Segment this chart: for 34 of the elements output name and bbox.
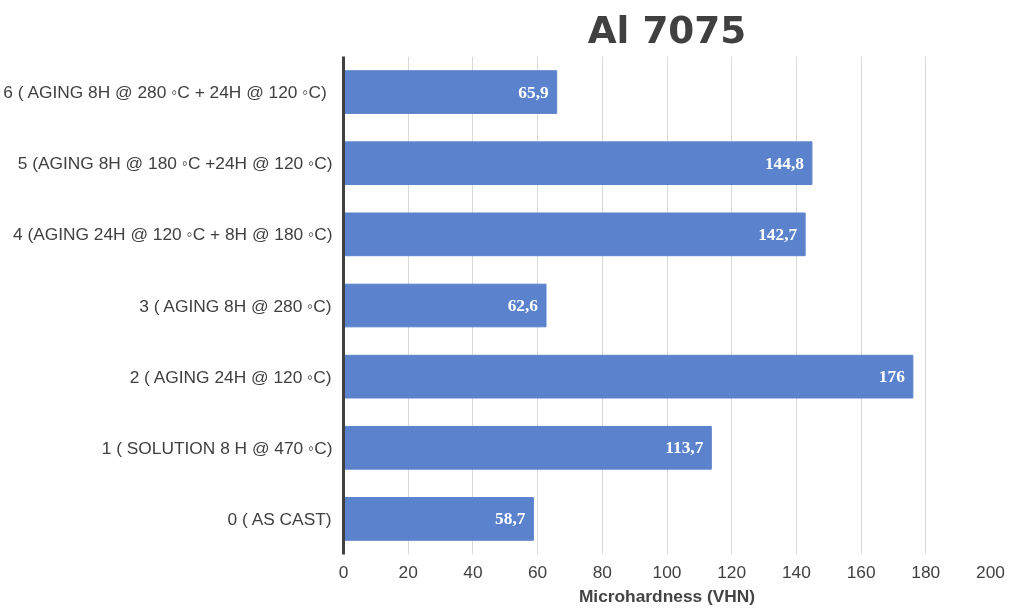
x-axis-title: Microhardness (VHN) [578, 585, 756, 606]
bar [343, 70, 558, 114]
y-tick-label: 3 ( AGING 8H @ 280 ◦C) [139, 295, 332, 316]
x-tick-label: 140 [781, 561, 811, 582]
bar [343, 425, 712, 470]
data-label: 144,8 [764, 153, 805, 173]
data-label: 62,6 [507, 296, 539, 315]
bar [343, 283, 547, 328]
x-tick-label: 60 [527, 561, 548, 582]
data-label: 142,7 [758, 224, 798, 244]
y-tick-label: 2 ( AGING 24H @ 120 ◦C) [129, 366, 332, 387]
y-tick-label: 0 ( AS CAST) [227, 508, 332, 529]
x-tick-label: 180 [911, 561, 941, 582]
bar [343, 141, 813, 186]
y-tick-label: 4 (AGING 24H @ 120 ◦C + 8H @ 180 ◦C) [12, 224, 333, 245]
y-tick-label: 6 ( AGING 8H @ 280 ◦C + 24H @ 120 ◦C) [3, 82, 327, 103]
bar [343, 212, 806, 257]
bar [343, 354, 914, 399]
bar [343, 497, 534, 541]
y-tick-label: 1 ( SOLUTION 8 H @ 470 ◦C) [101, 437, 333, 458]
data-label: 65,9 [518, 82, 550, 102]
y-tick-label: 5 (AGING 8H @ 180 ◦C +24H @ 120 ◦C) [17, 153, 333, 174]
chart-title: Al 7075 [587, 7, 747, 52]
x-tick-label: 100 [652, 561, 682, 582]
data-label: 58,7 [495, 509, 526, 529]
x-tick-label: 20 [398, 561, 418, 582]
x-tick-label: 0 [338, 561, 349, 582]
x-tick-label: 200 [976, 561, 1005, 582]
x-tick-label: 80 [592, 561, 612, 582]
data-label: 176 [878, 367, 906, 387]
x-tick-label: 40 [463, 561, 483, 582]
x-tick-label: 160 [846, 561, 876, 582]
data-label: 113,7 [665, 438, 704, 458]
x-tick-label: 120 [717, 561, 747, 582]
